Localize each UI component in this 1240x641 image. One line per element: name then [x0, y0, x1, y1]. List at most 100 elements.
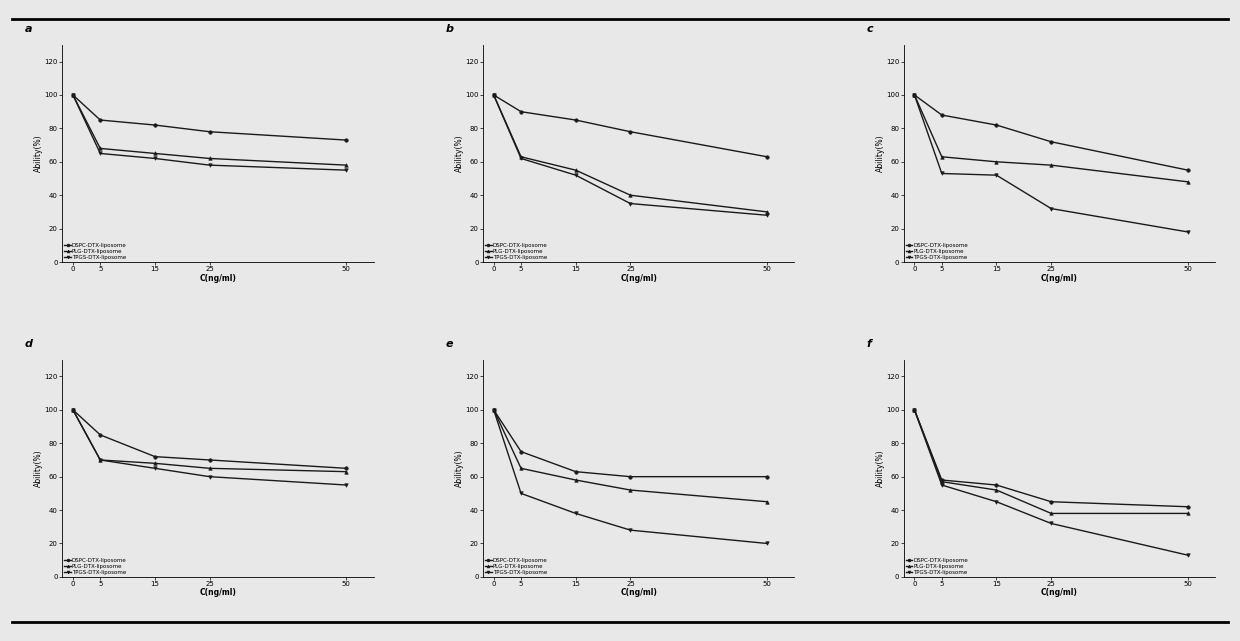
- TPGS-DTX-liposome: [568, 171, 583, 179]
- X-axis label: C(ng/ml): C(ng/ml): [200, 588, 237, 597]
- TPGS-DTX-liposome: [513, 154, 528, 162]
- PLG-DTX-liposome: [513, 153, 528, 161]
- PLG-DTX-liposome: [1180, 178, 1195, 186]
- Y-axis label: Ability(%): Ability(%): [455, 449, 464, 487]
- DSPC-DTX-liposome: [202, 128, 217, 136]
- PLG-DTX-liposome: [906, 91, 921, 99]
- DSPC-DTX-liposome: [513, 108, 528, 115]
- Y-axis label: Ability(%): Ability(%): [455, 135, 464, 172]
- Text: a: a: [25, 24, 32, 34]
- PLG-DTX-liposome: [568, 166, 583, 174]
- PLG-DTX-liposome: [148, 460, 162, 467]
- TPGS-DTX-liposome: [93, 149, 108, 157]
- TPGS-DTX-liposome: [990, 498, 1004, 506]
- DSPC-DTX-liposome: [622, 473, 637, 481]
- PLG-DTX-liposome: [66, 91, 81, 99]
- Legend: DSPC-DTX-liposome, PLG-DTX-liposome, TPGS-DTX-liposome: DSPC-DTX-liposome, PLG-DTX-liposome, TPG…: [63, 558, 128, 575]
- TPGS-DTX-liposome: [148, 465, 162, 472]
- PLG-DTX-liposome: [202, 154, 217, 162]
- X-axis label: C(ng/ml): C(ng/ml): [1040, 588, 1078, 597]
- Line: TPGS-DTX-liposome: TPGS-DTX-liposome: [71, 93, 348, 172]
- DSPC-DTX-liposome: [935, 476, 950, 484]
- PLG-DTX-liposome: [568, 476, 583, 484]
- TPGS-DTX-liposome: [486, 406, 501, 413]
- Text: c: c: [866, 24, 873, 34]
- Line: DSPC-DTX-liposome: DSPC-DTX-liposome: [913, 408, 1189, 508]
- DSPC-DTX-liposome: [906, 91, 921, 99]
- Y-axis label: Ability(%): Ability(%): [875, 449, 884, 487]
- DSPC-DTX-liposome: [66, 91, 81, 99]
- DSPC-DTX-liposome: [339, 137, 353, 144]
- PLG-DTX-liposome: [1044, 162, 1059, 169]
- X-axis label: C(ng/ml): C(ng/ml): [1040, 274, 1078, 283]
- TPGS-DTX-liposome: [906, 406, 921, 413]
- Line: DSPC-DTX-liposome: DSPC-DTX-liposome: [492, 93, 769, 158]
- X-axis label: C(ng/ml): C(ng/ml): [620, 588, 657, 597]
- PLG-DTX-liposome: [339, 468, 353, 476]
- DSPC-DTX-liposome: [906, 406, 921, 413]
- Legend: DSPC-DTX-liposome, PLG-DTX-liposome, TPGS-DTX-liposome: DSPC-DTX-liposome, PLG-DTX-liposome, TPG…: [905, 558, 968, 575]
- DSPC-DTX-liposome: [148, 121, 162, 129]
- Y-axis label: Ability(%): Ability(%): [33, 135, 43, 172]
- Legend: DSPC-DTX-liposome, PLG-DTX-liposome, TPGS-DTX-liposome: DSPC-DTX-liposome, PLG-DTX-liposome, TPG…: [905, 242, 968, 260]
- Line: TPGS-DTX-liposome: TPGS-DTX-liposome: [71, 408, 348, 487]
- Line: PLG-DTX-liposome: PLG-DTX-liposome: [71, 93, 348, 167]
- Legend: DSPC-DTX-liposome, PLG-DTX-liposome, TPGS-DTX-liposome: DSPC-DTX-liposome, PLG-DTX-liposome, TPG…: [485, 242, 548, 260]
- TPGS-DTX-liposome: [66, 91, 81, 99]
- Line: PLG-DTX-liposome: PLG-DTX-liposome: [913, 93, 1189, 183]
- DSPC-DTX-liposome: [513, 448, 528, 456]
- TPGS-DTX-liposome: [568, 510, 583, 517]
- Y-axis label: Ability(%): Ability(%): [875, 135, 884, 172]
- Line: DSPC-DTX-liposome: DSPC-DTX-liposome: [913, 93, 1189, 172]
- PLG-DTX-liposome: [622, 192, 637, 199]
- DSPC-DTX-liposome: [93, 431, 108, 438]
- DSPC-DTX-liposome: [1044, 138, 1059, 146]
- PLG-DTX-liposome: [622, 486, 637, 494]
- Line: PLG-DTX-liposome: PLG-DTX-liposome: [71, 408, 348, 474]
- TPGS-DTX-liposome: [1180, 228, 1195, 236]
- PLG-DTX-liposome: [906, 406, 921, 413]
- PLG-DTX-liposome: [93, 456, 108, 464]
- Line: TPGS-DTX-liposome: TPGS-DTX-liposome: [913, 408, 1189, 557]
- TPGS-DTX-liposome: [148, 154, 162, 162]
- Line: TPGS-DTX-liposome: TPGS-DTX-liposome: [492, 408, 769, 545]
- DSPC-DTX-liposome: [1180, 503, 1195, 511]
- TPGS-DTX-liposome: [339, 481, 353, 489]
- DSPC-DTX-liposome: [990, 121, 1004, 129]
- DSPC-DTX-liposome: [202, 456, 217, 464]
- Line: TPGS-DTX-liposome: TPGS-DTX-liposome: [913, 93, 1189, 234]
- DSPC-DTX-liposome: [760, 153, 775, 161]
- DSPC-DTX-liposome: [486, 91, 501, 99]
- DSPC-DTX-liposome: [66, 406, 81, 413]
- DSPC-DTX-liposome: [990, 481, 1004, 489]
- TPGS-DTX-liposome: [990, 171, 1004, 179]
- TPGS-DTX-liposome: [1044, 520, 1059, 528]
- PLG-DTX-liposome: [990, 486, 1004, 494]
- PLG-DTX-liposome: [760, 498, 775, 506]
- TPGS-DTX-liposome: [66, 406, 81, 413]
- DSPC-DTX-liposome: [622, 128, 637, 136]
- Line: TPGS-DTX-liposome: TPGS-DTX-liposome: [492, 93, 769, 217]
- Line: PLG-DTX-liposome: PLG-DTX-liposome: [492, 408, 769, 503]
- X-axis label: C(ng/ml): C(ng/ml): [200, 274, 237, 283]
- TPGS-DTX-liposome: [202, 473, 217, 481]
- X-axis label: C(ng/ml): C(ng/ml): [620, 274, 657, 283]
- PLG-DTX-liposome: [935, 478, 950, 485]
- PLG-DTX-liposome: [148, 149, 162, 157]
- TPGS-DTX-liposome: [760, 540, 775, 547]
- PLG-DTX-liposome: [486, 91, 501, 99]
- Text: e: e: [445, 339, 453, 349]
- Line: DSPC-DTX-liposome: DSPC-DTX-liposome: [71, 93, 348, 142]
- Legend: DSPC-DTX-liposome, PLG-DTX-liposome, TPGS-DTX-liposome: DSPC-DTX-liposome, PLG-DTX-liposome, TPG…: [63, 242, 128, 260]
- TPGS-DTX-liposome: [935, 170, 950, 178]
- TPGS-DTX-liposome: [760, 212, 775, 219]
- Line: PLG-DTX-liposome: PLG-DTX-liposome: [913, 408, 1189, 515]
- PLG-DTX-liposome: [513, 465, 528, 472]
- DSPC-DTX-liposome: [568, 468, 583, 476]
- DSPC-DTX-liposome: [760, 473, 775, 481]
- TPGS-DTX-liposome: [339, 166, 353, 174]
- PLG-DTX-liposome: [1180, 510, 1195, 517]
- DSPC-DTX-liposome: [486, 406, 501, 413]
- Text: f: f: [866, 339, 870, 349]
- PLG-DTX-liposome: [486, 406, 501, 413]
